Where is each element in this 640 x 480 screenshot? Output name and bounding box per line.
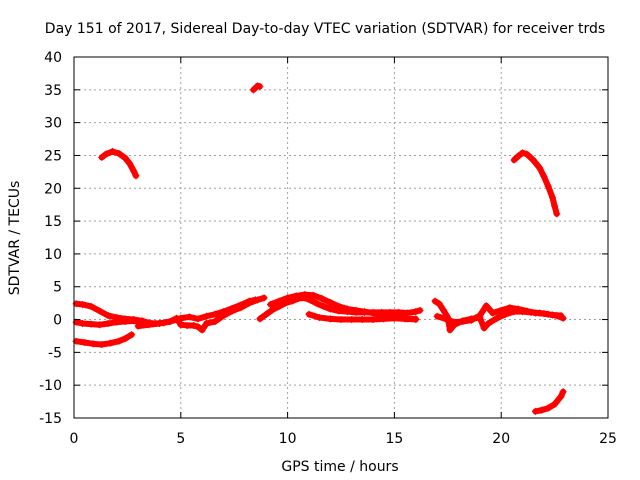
data-point bbox=[557, 312, 565, 320]
series-arc-4 bbox=[134, 296, 260, 330]
y-axis-label: SDTVAR / TECUs bbox=[7, 181, 23, 296]
data-point bbox=[128, 331, 136, 339]
data-point bbox=[252, 296, 260, 304]
data-point-band bbox=[122, 331, 135, 342]
y-tick-label: -5 bbox=[48, 345, 62, 361]
y-tick-label: 0 bbox=[53, 313, 62, 329]
data-point bbox=[132, 172, 140, 180]
series-arc-3 bbox=[72, 331, 136, 348]
x-tick-label: 10 bbox=[279, 431, 297, 447]
y-tick-label: 25 bbox=[44, 148, 62, 164]
y-tick-label: 20 bbox=[44, 181, 62, 197]
y-tick-label: 40 bbox=[44, 50, 62, 66]
series-layer bbox=[72, 82, 567, 415]
data-point bbox=[260, 294, 268, 302]
plot-frame bbox=[73, 56, 609, 419]
data-point bbox=[559, 388, 567, 396]
x-tick-label: 20 bbox=[492, 431, 510, 447]
series-arc-11 bbox=[98, 148, 140, 180]
grid bbox=[74, 57, 608, 418]
y-tick-label: 15 bbox=[44, 214, 62, 230]
y-tick-label: 35 bbox=[44, 83, 62, 99]
y-tick-label: -10 bbox=[39, 378, 62, 394]
series-arc-13 bbox=[531, 388, 567, 415]
y-tick-label: 10 bbox=[44, 247, 62, 263]
x-tick-label: 15 bbox=[385, 431, 403, 447]
series-arc-12 bbox=[510, 149, 561, 218]
x-tick-label: 5 bbox=[176, 431, 185, 447]
data-point bbox=[412, 315, 420, 323]
chart-title: Day 151 of 2017, Sidereal Day-to-day VTE… bbox=[45, 21, 605, 37]
y-tick-label: 5 bbox=[53, 280, 62, 296]
x-axis-label: GPS time / hours bbox=[281, 459, 398, 475]
series-arc-8 bbox=[305, 310, 420, 324]
x-tick-label: 25 bbox=[599, 431, 617, 447]
y-tick-label: -15 bbox=[39, 411, 62, 427]
axis-ticks: 0 5 10 15 20 25 -15 -10 -5 0 5 10 15 20 25 30 35 40 bbox=[39, 50, 617, 447]
data-point bbox=[416, 306, 424, 314]
data-point bbox=[553, 210, 561, 218]
data-point bbox=[256, 83, 264, 91]
y-tick-label: 30 bbox=[44, 116, 62, 132]
series-arc-10 bbox=[433, 302, 565, 326]
series-arc-5 bbox=[249, 82, 264, 94]
x-tick-label: 0 bbox=[70, 431, 79, 447]
